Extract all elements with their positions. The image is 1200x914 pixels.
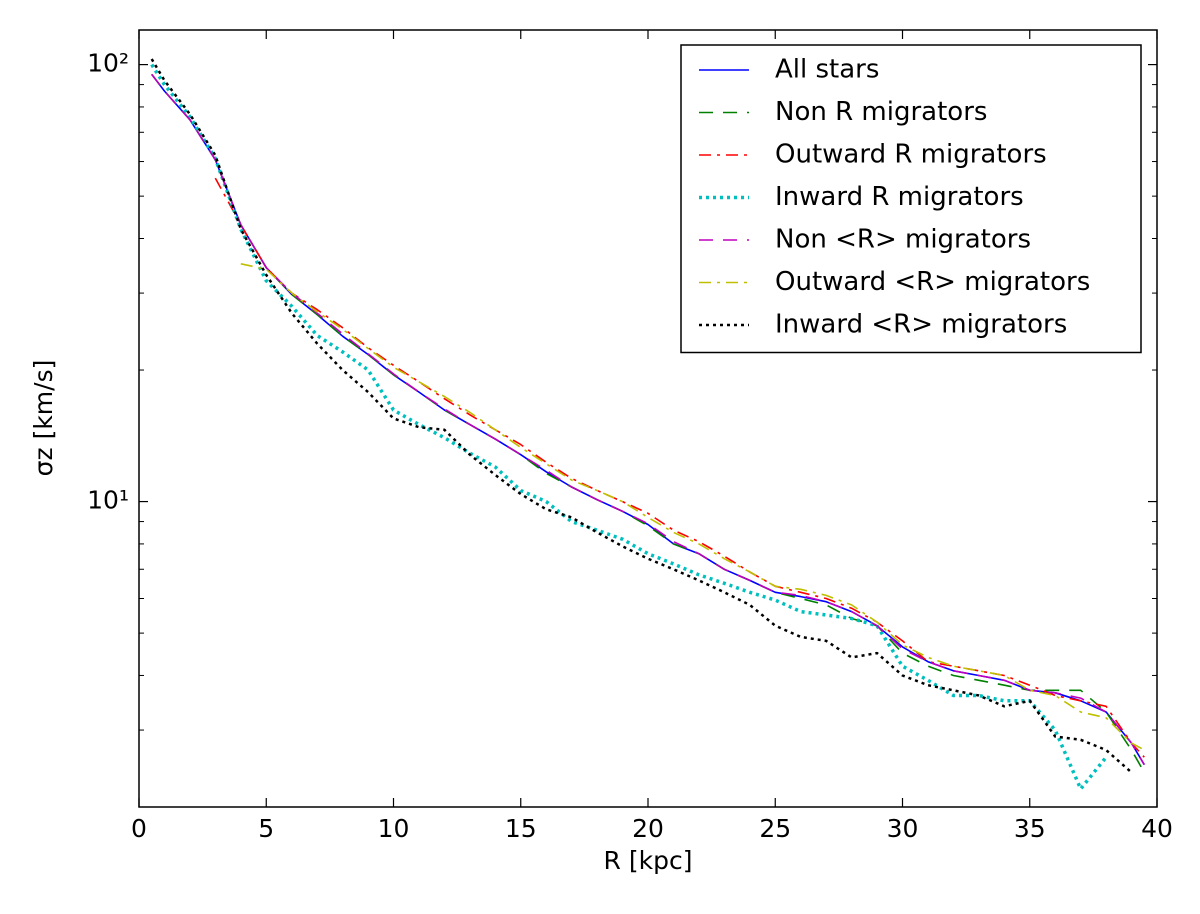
legend-label: Outward <R> migrators xyxy=(775,267,1090,297)
y-tick-label: 10² xyxy=(87,49,129,78)
x-axis-label: R [kpc] xyxy=(604,846,693,875)
x-tick-label: 25 xyxy=(759,814,791,843)
x-tick-label: 10 xyxy=(378,814,410,843)
x-tick-label: 35 xyxy=(1014,814,1046,843)
y-axis-label: σz [km/s] xyxy=(29,360,58,477)
legend-box xyxy=(680,44,1142,354)
x-tick-label: 30 xyxy=(887,814,919,843)
legend-label: Inward R migrators xyxy=(775,182,1024,212)
legend-label: Non R migrators xyxy=(775,97,987,127)
legend-label: All stars xyxy=(775,55,879,85)
series-line xyxy=(151,73,1145,766)
series-line xyxy=(151,73,1145,773)
legend-label: Inward <R> migrators xyxy=(775,310,1067,340)
x-tick-label: 15 xyxy=(505,814,537,843)
legend-label: Outward R migrators xyxy=(775,140,1047,170)
y-tick-label: 10¹ xyxy=(87,486,129,515)
x-tick-label: 20 xyxy=(632,814,664,843)
legend-label: Non <R> migrators xyxy=(775,225,1031,255)
x-tick-label: 40 xyxy=(1141,814,1173,843)
x-tick-label: 5 xyxy=(258,814,274,843)
series-line xyxy=(150,63,1108,791)
plot-area xyxy=(150,58,1145,791)
series-line xyxy=(240,263,1145,751)
x-tick-label: 0 xyxy=(131,814,147,843)
